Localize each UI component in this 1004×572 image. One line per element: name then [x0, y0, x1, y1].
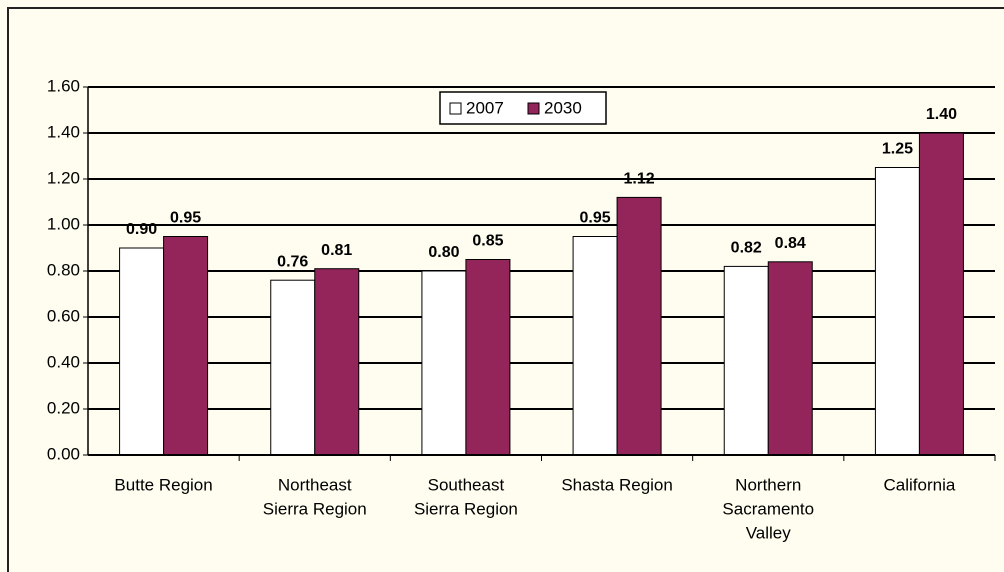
- bar: [314, 268, 360, 456]
- bar: [421, 270, 467, 456]
- value-label: 0.82: [731, 240, 762, 257]
- legend-label: 2007: [466, 98, 504, 117]
- value-label: 0.81: [321, 242, 352, 259]
- value-label: 0.76: [277, 253, 308, 270]
- y-tick-label: 0.60: [47, 306, 80, 325]
- y-tick-label: 0.00: [47, 444, 80, 463]
- x-tick-label: Southeast: [428, 475, 505, 494]
- legend-label: 2030: [544, 98, 582, 117]
- legend-swatch: [527, 102, 540, 115]
- y-tick-label: 1.40: [47, 122, 80, 141]
- y-tick-label: 1.20: [47, 168, 80, 187]
- bar: [270, 279, 316, 456]
- y-tick-label: 0.40: [47, 352, 80, 371]
- x-tick-label: Sacramento: [722, 499, 814, 518]
- frame: [7, 7, 1004, 572]
- y-tick-label: 0.20: [47, 398, 80, 417]
- x-tick-label: California: [884, 475, 956, 494]
- y-tick-label: 0.80: [47, 260, 80, 279]
- x-tick-label: Shasta Region: [561, 475, 673, 494]
- bar: [572, 236, 618, 456]
- x-tick-label: Sierra Region: [414, 499, 518, 518]
- value-label: 0.85: [472, 233, 503, 250]
- bar: [918, 132, 964, 456]
- y-tick-label: 1.00: [47, 214, 80, 233]
- value-label: 1.12: [624, 171, 655, 188]
- legend-swatch: [449, 102, 462, 115]
- bar: [163, 236, 209, 456]
- value-label: 0.95: [580, 210, 611, 227]
- x-tick-label: Valley: [746, 523, 792, 542]
- value-label: 0.95: [170, 210, 201, 227]
- value-label: 0.90: [126, 221, 157, 238]
- x-tick-label: Northern: [735, 475, 801, 494]
- bar: [465, 259, 511, 456]
- y-tick-label: 1.60: [47, 76, 80, 95]
- x-tick-label: Sierra Region: [263, 499, 367, 518]
- value-label: 0.84: [775, 235, 806, 252]
- legend-box: [439, 91, 607, 125]
- bar: [723, 265, 769, 456]
- x-tick-label: Butte Region: [114, 475, 212, 494]
- bar: [119, 247, 165, 456]
- x-tick-label: Northeast: [278, 475, 352, 494]
- value-label: 0.80: [428, 244, 459, 261]
- bar: [874, 167, 920, 456]
- value-label: 1.25: [882, 141, 913, 158]
- value-label: 1.40: [926, 106, 957, 123]
- bar: [616, 196, 662, 456]
- bar: [767, 261, 813, 456]
